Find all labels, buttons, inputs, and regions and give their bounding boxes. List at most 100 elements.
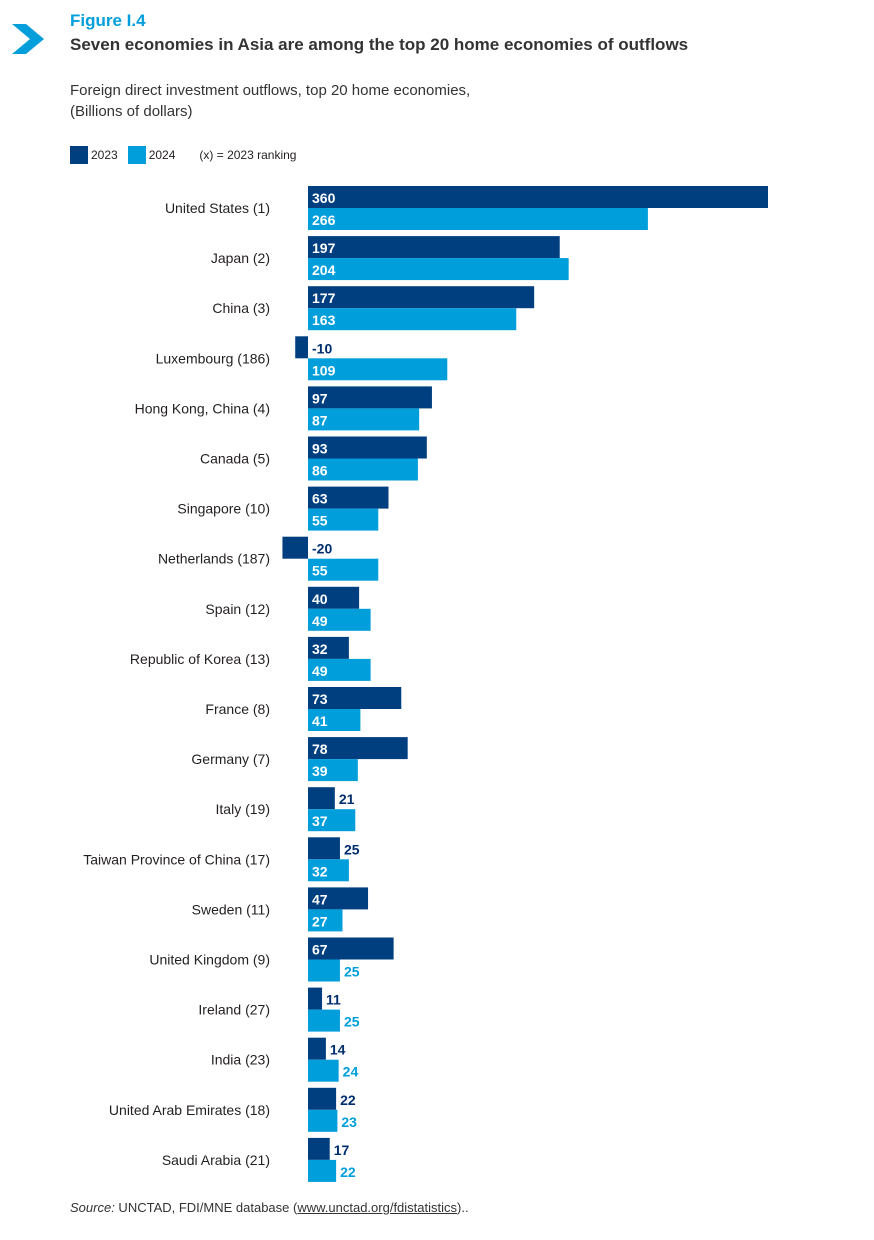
data-label-2023: 360 [312, 190, 336, 206]
bar-2023 [308, 386, 432, 409]
data-label-2024: 22 [340, 1164, 356, 1180]
bar-2023 [308, 937, 394, 960]
data-label-2023: 11 [326, 992, 341, 1008]
category-label: United States (1) [165, 200, 270, 216]
data-label-2023: 40 [312, 591, 328, 607]
data-label-2023: 67 [312, 942, 328, 958]
bar-2023 [308, 1137, 330, 1160]
bar-2024 [308, 608, 371, 631]
data-label-2023: 197 [312, 240, 336, 256]
figure-title: Seven economies in Asia are among the to… [70, 35, 689, 54]
data-label-2024: 55 [312, 563, 328, 579]
bar-2023 [308, 486, 389, 509]
category-label: India (23) [211, 1052, 270, 1068]
figure-label: Figure I.4 [70, 11, 146, 30]
category-label: Japan (2) [211, 250, 270, 266]
bar-2024 [308, 1159, 337, 1182]
bar-2024 [308, 909, 343, 932]
bar-2024 [308, 308, 517, 331]
bar-2024 [308, 1009, 340, 1032]
data-label-2024: 25 [344, 1014, 360, 1030]
bar-2024 [308, 208, 648, 230]
source-link[interactable]: www.unctad.org/fdistatistics [297, 1200, 458, 1215]
data-label-2024: 87 [312, 412, 328, 428]
data-label-2024: 49 [312, 613, 328, 629]
data-label-2024: 25 [344, 964, 360, 980]
data-label-2024: 55 [312, 513, 328, 529]
data-label-2024: 41 [312, 713, 328, 729]
bar-2023 [308, 286, 535, 309]
legend-ranking-note: (x) = 2023 ranking [199, 148, 297, 162]
data-label-2023: 78 [312, 741, 328, 757]
bar-2024 [308, 1059, 339, 1082]
category-label: Luxembourg (186) [156, 350, 270, 366]
bar-2023 [308, 186, 768, 208]
bar-2023 [308, 436, 427, 459]
bar-2023 [308, 737, 408, 760]
bar-2023 [295, 336, 308, 359]
bar-2024 [308, 558, 379, 581]
bar-2023 [308, 1037, 326, 1060]
category-label: Republic of Korea (13) [130, 651, 270, 667]
bar-2024 [308, 959, 340, 982]
category-label: Netherlands (187) [158, 551, 270, 567]
data-label-2023: 32 [312, 641, 328, 657]
bar-2024 [308, 258, 569, 281]
category-label: China (3) [212, 300, 270, 316]
data-label-2023: 25 [344, 841, 360, 857]
bar-2023 [308, 987, 323, 1010]
data-label-2023: -20 [312, 541, 332, 557]
bar-2024 [308, 1109, 338, 1132]
source-suffix: ).. [457, 1200, 469, 1215]
source-note: Source: UNCTAD, FDI/MNE database (www.un… [70, 1200, 469, 1215]
bar-2024 [308, 408, 420, 431]
data-label-2024: 49 [312, 663, 328, 679]
figure-subtitle: Foreign direct investment outflows, top … [70, 82, 471, 99]
category-label: Saudi Arabia (21) [162, 1152, 270, 1168]
figure-units: (Billions of dollars) [70, 103, 193, 120]
data-label-2024: 27 [312, 913, 328, 929]
data-label-2023: 21 [339, 791, 355, 807]
data-label-2023: 73 [312, 691, 328, 707]
data-label-2024: 23 [341, 1114, 357, 1130]
data-label-2024: 204 [312, 262, 336, 278]
bar-2023 [308, 887, 369, 910]
data-label-2024: 266 [312, 212, 336, 228]
category-label: United Arab Emirates (18) [109, 1102, 270, 1118]
category-label: Canada (5) [200, 451, 270, 467]
source-text: UNCTAD, FDI/MNE database ( [114, 1200, 298, 1215]
bar-2023 [308, 586, 360, 609]
category-label: Singapore (10) [177, 501, 270, 517]
bar-2023 [308, 236, 560, 259]
data-label-2024: 24 [343, 1064, 359, 1080]
legend-swatch-2024 [127, 146, 146, 164]
bar-2023 [308, 636, 349, 659]
category-label: Germany (7) [191, 751, 270, 767]
data-label-2023: 17 [334, 1142, 350, 1158]
category-label: France (8) [205, 701, 270, 717]
category-label: Ireland (27) [198, 1002, 270, 1018]
data-label-2023: 47 [312, 891, 328, 907]
bar-2024 [308, 859, 349, 882]
data-label-2024: 37 [312, 813, 328, 829]
data-label-2023: 63 [312, 491, 328, 507]
data-label-2023: 177 [312, 290, 336, 306]
bar-2024 [308, 358, 448, 381]
bar-2023 [308, 1087, 337, 1110]
legend-swatch-2023 [70, 146, 88, 164]
category-label: Taiwan Province of China (17) [83, 851, 270, 867]
chevron-right-icon [12, 24, 44, 54]
data-label-2023: 22 [340, 1092, 356, 1108]
category-label: Sweden (11) [192, 901, 270, 917]
bar-2024 [308, 759, 358, 782]
data-label-2024: 86 [312, 463, 328, 479]
data-label-2023: 14 [330, 1042, 346, 1058]
legend-label-2023: 2023 [91, 148, 118, 162]
legend-label-2024: 2024 [148, 148, 176, 162]
data-label-2023: 93 [312, 441, 328, 457]
data-label-2024: 39 [312, 763, 328, 779]
data-label-2023: 97 [312, 390, 328, 406]
legend: 2023 2024 (x) = 2023 ranking [70, 146, 306, 164]
source-label: Source: [70, 1200, 115, 1215]
